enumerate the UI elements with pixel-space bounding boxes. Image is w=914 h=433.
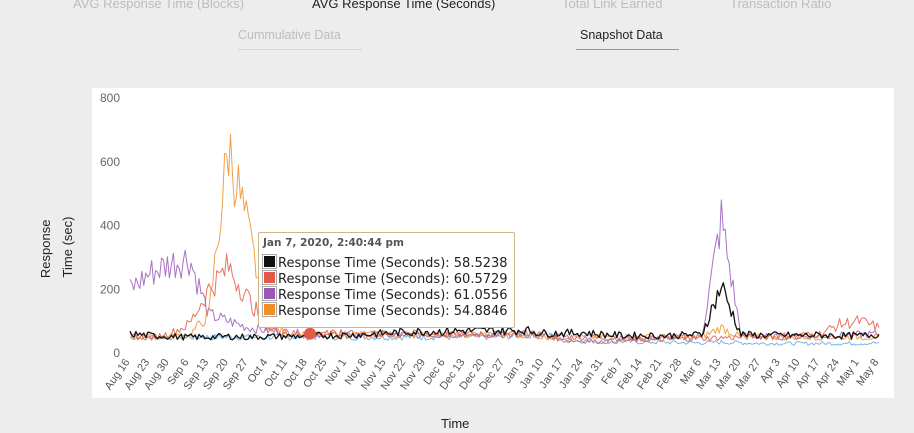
- y-tick-label: 600: [100, 155, 120, 169]
- y-tick-label: 200: [100, 282, 120, 296]
- y-tick-label: 400: [100, 219, 120, 233]
- y-tick-label: 0: [113, 346, 120, 360]
- tooltip-row: Response Time (Seconds): 60.5729: [262, 270, 508, 287]
- tab-avg-response-seconds[interactable]: AVG Response Time (Seconds): [312, 0, 496, 11]
- tooltip-row: Response Time (Seconds): 61.0556: [262, 286, 508, 303]
- y-tick-label: 800: [100, 91, 120, 105]
- tab-avg-response-blocks[interactable]: AVG Response Time (Blocks): [73, 0, 244, 11]
- tooltip-row: Response Time (Seconds): 54.8846: [262, 302, 508, 319]
- series-line-black: [129, 282, 880, 341]
- subtab-cumulative-data[interactable]: Cummulative Data: [238, 28, 362, 50]
- x-axis-title: Time: [441, 416, 470, 431]
- legend-swatch-icon: [262, 286, 277, 301]
- legend-swatch-icon: [262, 270, 277, 285]
- highlight-marker[interactable]: [304, 327, 316, 340]
- tab-total-link-earned[interactable]: Total Link Earned: [562, 0, 663, 11]
- series-line-red: [129, 253, 880, 345]
- legend-swatch-icon: [262, 254, 277, 269]
- subtab-snapshot-data[interactable]: Snapshot Data: [576, 28, 679, 50]
- tooltip-title: Jan 7, 2020, 2:40:44 pm: [263, 237, 404, 249]
- chart-tooltip: Jan 7, 2020, 2:40:44 pm Response Time (S…: [258, 232, 515, 328]
- legend-swatch-icon: [262, 302, 277, 317]
- tab-transaction-ratio[interactable]: Transaction Ratio: [730, 0, 832, 11]
- tooltip-row: Response Time (Seconds): 58.5238: [262, 254, 508, 271]
